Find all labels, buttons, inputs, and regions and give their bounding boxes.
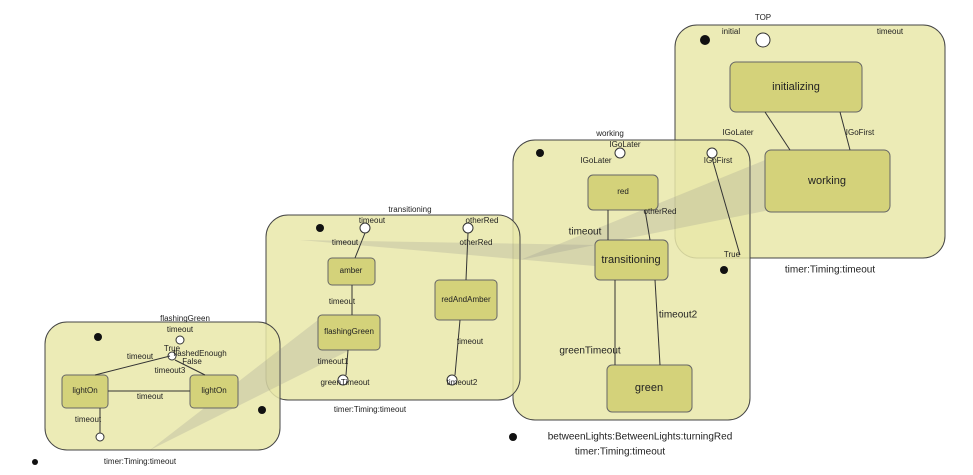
transition [839, 111, 851, 151]
footer: timer:Timing:timeout [334, 405, 407, 414]
state-label: transitioning [601, 254, 660, 266]
label: timeout1 [318, 357, 349, 366]
port [32, 459, 38, 465]
state-label: lightOn [72, 386, 97, 395]
footer: timer:Timing:timeout [785, 265, 875, 276]
label: timeout [167, 325, 194, 334]
transition [345, 349, 349, 376]
projection [300, 240, 668, 270]
initial-dot [316, 224, 324, 232]
footer: timer:Timing:timeout [104, 457, 177, 466]
state-label: working [807, 175, 846, 187]
label: timeout2 [659, 310, 698, 321]
transition [644, 209, 651, 241]
label: timeout [457, 337, 484, 346]
state [587, 174, 659, 211]
state-label: redAndAmber [441, 295, 491, 304]
state-label: amber [340, 266, 363, 275]
pseudo-state [755, 32, 771, 48]
label: timeout [75, 415, 102, 424]
footer: betweenLights:BetweenLights:turningRed [548, 432, 733, 443]
state-label: green [635, 382, 663, 394]
label: IGoFirst [846, 128, 875, 137]
state [594, 239, 669, 281]
label: timeout [569, 227, 602, 238]
state-label: flashingGreen [324, 327, 374, 336]
label: otherRed [644, 207, 677, 216]
panel-name: transitioning [388, 205, 431, 214]
pseudo-state [95, 432, 105, 442]
label: True [724, 250, 741, 259]
transition [354, 232, 366, 259]
transition [654, 279, 661, 366]
label: timeout [877, 27, 904, 36]
label: timeout [332, 238, 359, 247]
pseudo-state [614, 147, 626, 159]
footer: timer:Timing:timeout [575, 447, 665, 458]
transition [174, 359, 206, 376]
projection [150, 320, 380, 450]
initial-dot [94, 333, 102, 341]
state [764, 149, 891, 213]
label: False [182, 357, 202, 366]
initial-dot [700, 35, 710, 45]
state-label: lightOn [201, 386, 226, 395]
panel-name: working [595, 129, 624, 138]
state [729, 61, 863, 113]
label: IGoLater [580, 156, 611, 165]
state [317, 314, 381, 351]
label: otherRed [466, 216, 499, 225]
port [258, 406, 266, 414]
label: timeout3 [155, 366, 186, 375]
transition [465, 232, 469, 281]
panel-name: flashingGreen [160, 314, 210, 323]
label: IGoLater [722, 128, 753, 137]
label: timeout [127, 352, 154, 361]
label: IGoFirst [704, 156, 733, 165]
label: greenTimeout [559, 346, 621, 357]
label: True [164, 344, 181, 353]
label: flashedEnough [173, 349, 226, 358]
port [720, 266, 728, 274]
transition [454, 319, 461, 376]
pseudo-state [446, 374, 458, 386]
panel [44, 321, 281, 451]
transition [94, 355, 171, 376]
label: otherRed [460, 238, 493, 247]
state [606, 364, 693, 413]
transition [711, 157, 741, 256]
label: timeout [137, 392, 164, 401]
label: greenTimeout [320, 378, 370, 387]
port [509, 433, 517, 441]
panel-name: TOP [755, 13, 771, 22]
label: initial [722, 27, 740, 36]
label: timeout [329, 297, 356, 306]
label: timeout [359, 216, 386, 225]
state-label: initializing [772, 81, 820, 93]
state-label: red [617, 187, 629, 196]
label: timeout2 [447, 378, 478, 387]
initial-dot [536, 149, 544, 157]
pseudo-state [175, 335, 185, 345]
pseudo-state [337, 374, 349, 386]
transition [764, 111, 791, 151]
label: IGoLater [609, 140, 640, 149]
